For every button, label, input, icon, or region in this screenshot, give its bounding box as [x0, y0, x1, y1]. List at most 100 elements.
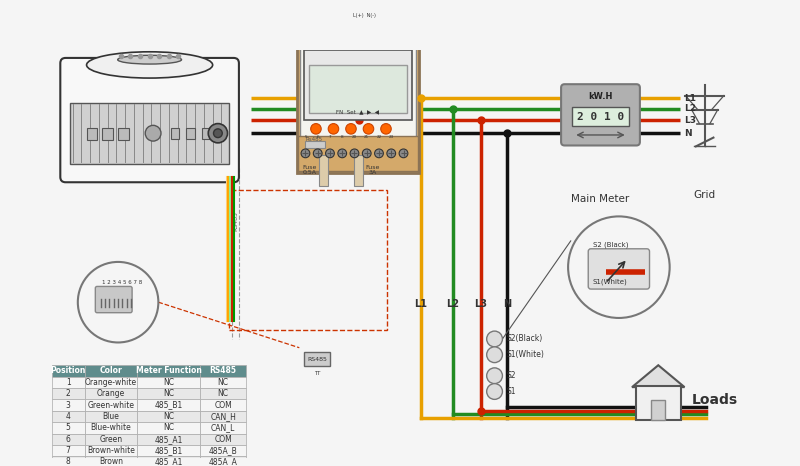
Text: 21: 21: [364, 135, 370, 139]
Bar: [298, 0, 418, 22]
Bar: [85, 445, 138, 456]
Text: FN  Set  ▲  ▶  ◀: FN Set ▲ ▶ ◀: [337, 109, 379, 114]
Circle shape: [301, 0, 314, 12]
Circle shape: [374, 149, 383, 158]
Bar: [635, 386, 681, 419]
Bar: [138, 377, 200, 388]
Text: 485A_B: 485A_B: [209, 446, 238, 455]
Text: S1(White): S1(White): [507, 350, 545, 359]
Circle shape: [301, 149, 310, 158]
Bar: [85, 456, 138, 466]
Bar: [138, 422, 200, 433]
Text: 485_B1: 485_B1: [154, 401, 183, 410]
Text: NC: NC: [218, 389, 229, 398]
Text: L2: L2: [446, 299, 459, 309]
Ellipse shape: [86, 52, 213, 78]
Text: 2 0 1 0: 2 0 1 0: [577, 111, 624, 122]
Circle shape: [362, 149, 371, 158]
Text: 20: 20: [352, 135, 357, 139]
Bar: [306, 141, 325, 148]
Circle shape: [387, 149, 396, 158]
Bar: [51, 445, 85, 456]
Circle shape: [486, 331, 502, 347]
Text: L1: L1: [414, 299, 427, 309]
Circle shape: [381, 123, 391, 134]
Text: Grid: Grid: [694, 190, 716, 199]
Bar: [186, 128, 195, 139]
Circle shape: [214, 129, 222, 137]
Text: Blue-white: Blue-white: [90, 423, 131, 432]
Bar: [51, 388, 85, 399]
Circle shape: [568, 216, 670, 318]
Bar: [354, 155, 363, 186]
Bar: [85, 388, 138, 399]
Circle shape: [310, 123, 322, 134]
Circle shape: [208, 123, 227, 143]
Bar: [85, 411, 138, 422]
FancyBboxPatch shape: [588, 249, 650, 289]
Bar: [230, 190, 387, 330]
Text: 6: 6: [66, 435, 70, 444]
Text: 7: 7: [66, 446, 70, 455]
Text: S1(White): S1(White): [593, 278, 627, 285]
Circle shape: [346, 123, 356, 134]
Text: L(+)  N(-): L(+) N(-): [353, 13, 375, 18]
Circle shape: [389, 0, 401, 12]
Bar: [309, 65, 407, 113]
Text: N: N: [684, 129, 691, 138]
Polygon shape: [632, 365, 685, 387]
Bar: [51, 411, 85, 422]
Bar: [51, 433, 85, 445]
Bar: [138, 445, 200, 456]
Bar: [85, 377, 138, 388]
Text: L3: L3: [474, 299, 487, 309]
Text: L2: L2: [684, 104, 696, 113]
Bar: [304, 352, 330, 366]
Text: S1: S1: [507, 387, 516, 396]
Text: 3: 3: [66, 401, 70, 410]
Text: 23: 23: [389, 135, 394, 139]
Text: 8: 8: [66, 458, 70, 466]
Bar: [51, 377, 85, 388]
Bar: [170, 128, 179, 139]
Text: NC: NC: [163, 378, 174, 387]
Text: 485_B1: 485_B1: [154, 446, 183, 455]
Circle shape: [363, 123, 374, 134]
Text: Green: Green: [99, 435, 122, 444]
Text: RS485: RS485: [210, 366, 237, 376]
Text: 485A_A: 485A_A: [209, 458, 238, 466]
Circle shape: [354, 0, 366, 12]
Text: 8: 8: [341, 135, 343, 139]
Text: Blue: Blue: [102, 412, 119, 421]
Bar: [202, 128, 211, 139]
Bar: [200, 377, 246, 388]
Circle shape: [314, 149, 322, 158]
Circle shape: [78, 262, 158, 343]
Bar: [51, 422, 85, 433]
Text: Rs485: Rs485: [306, 137, 322, 142]
Text: Fuse
3A: Fuse 3A: [366, 164, 380, 175]
Bar: [300, 0, 416, 169]
Circle shape: [318, 0, 331, 12]
Text: Main Meter: Main Meter: [571, 194, 630, 204]
Bar: [200, 411, 246, 422]
Bar: [85, 422, 138, 433]
Bar: [200, 399, 246, 411]
Text: 2: 2: [66, 389, 70, 398]
Text: Green-white: Green-white: [87, 401, 134, 410]
Text: Position: Position: [50, 366, 86, 376]
Bar: [138, 456, 200, 466]
Text: RS485: RS485: [233, 211, 238, 231]
FancyBboxPatch shape: [561, 84, 640, 145]
Text: COM: COM: [214, 435, 232, 444]
Text: NC: NC: [163, 423, 174, 432]
Text: NC: NC: [163, 389, 174, 398]
Bar: [86, 128, 97, 140]
Bar: [51, 399, 85, 411]
Bar: [138, 433, 200, 445]
Text: N: N: [502, 299, 511, 309]
Bar: [304, 50, 412, 120]
Text: S2 (Black): S2 (Black): [593, 241, 628, 248]
Circle shape: [326, 149, 334, 158]
Circle shape: [328, 123, 338, 134]
